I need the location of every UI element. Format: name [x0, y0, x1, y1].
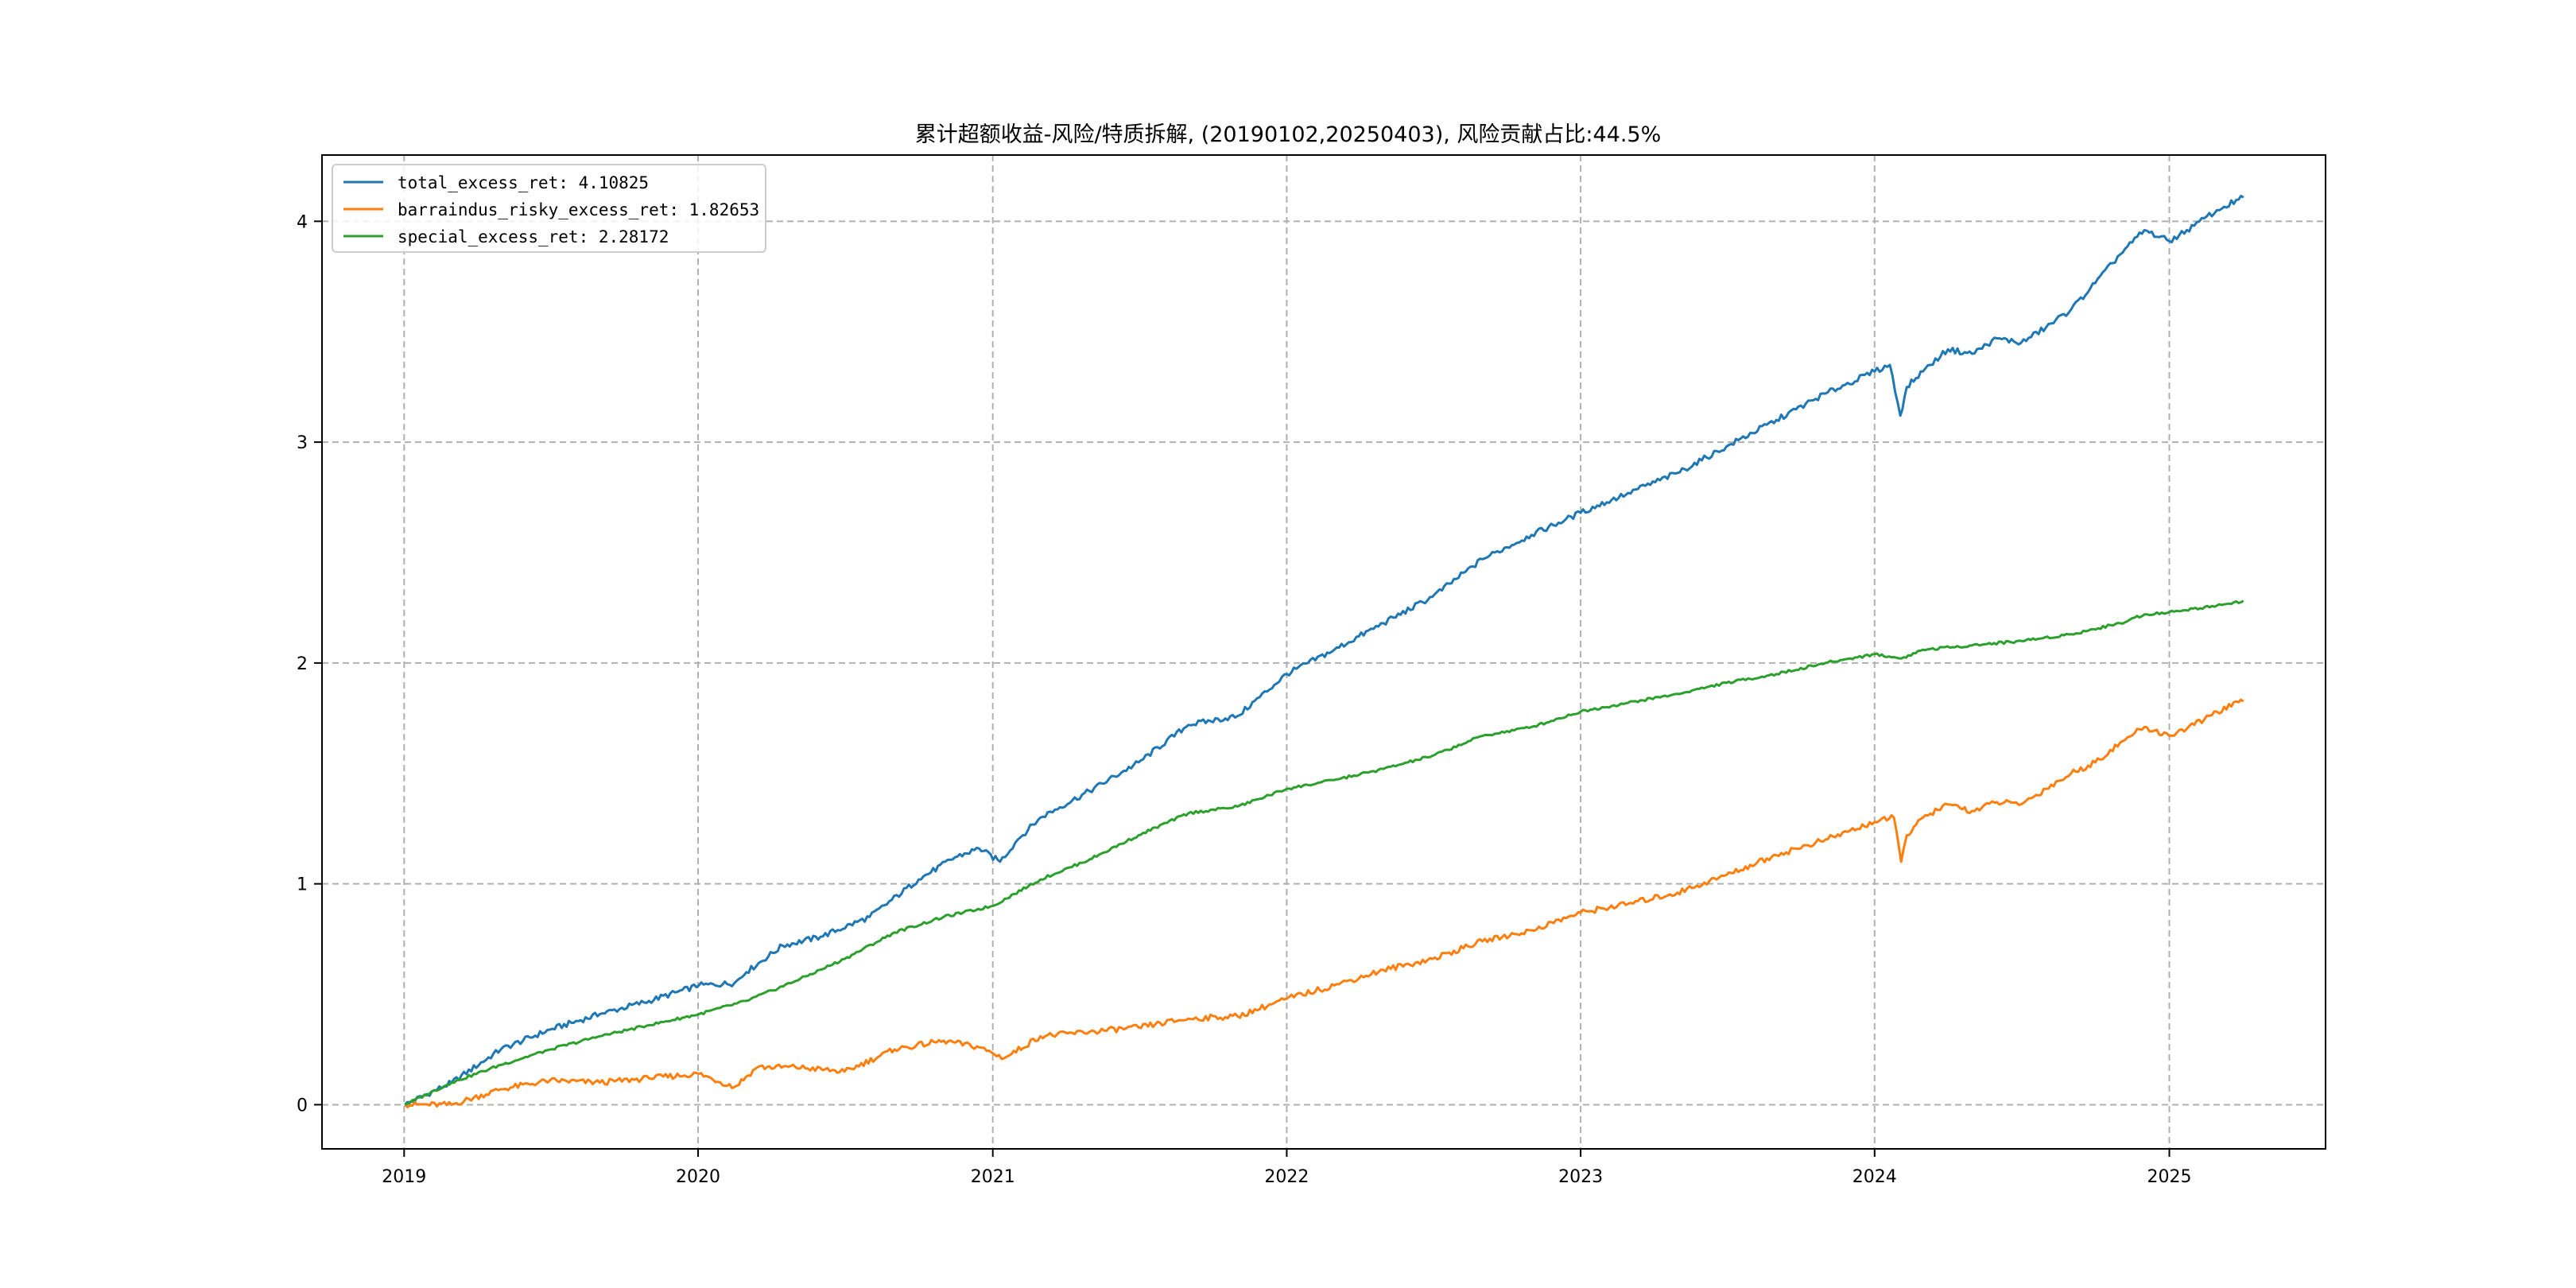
y-tick-label: 3 — [297, 433, 308, 453]
plot-frame — [321, 154, 2326, 1150]
x-tick-label: 2021 — [971, 1167, 1015, 1187]
series-line-1 — [404, 698, 2244, 1108]
y-tick-label: 2 — [297, 654, 308, 674]
legend-label: total_excess_ret: 4.10825 — [398, 173, 649, 192]
legend-box — [332, 164, 766, 253]
y-tick-label: 1 — [297, 875, 308, 895]
series-line-2 — [404, 599, 2244, 1106]
y-axis: 0 1 2 3 4 — [297, 212, 322, 1115]
legend-label: barraindus_risky_excess_ret: 1.82653 — [398, 200, 759, 219]
series-layer — [404, 194, 2244, 1108]
x-tick-label: 2022 — [1264, 1167, 1309, 1187]
x-tick-label: 2020 — [676, 1167, 720, 1187]
y-tick-label: 0 — [297, 1096, 308, 1115]
x-tick-label: 2019 — [382, 1167, 426, 1187]
y-tick-label: 4 — [297, 212, 308, 232]
x-tick-label: 2024 — [1852, 1167, 1897, 1187]
x-axis: 2019 2020 2021 2022 2023 2024 2025 — [382, 1149, 2192, 1187]
x-tick-label: 2025 — [2147, 1167, 2192, 1187]
series-line-0 — [404, 194, 2244, 1106]
x-tick-label: 2023 — [1558, 1167, 1603, 1187]
legend: total_excess_ret: 4.10825 barraindus_risk… — [332, 164, 766, 253]
legend-label: special_excess_ret: 2.28172 — [398, 227, 669, 246]
chart-title: 累计超额收益-风险/特质拆解, (20190102,20250403), 风险贡… — [915, 122, 1662, 147]
